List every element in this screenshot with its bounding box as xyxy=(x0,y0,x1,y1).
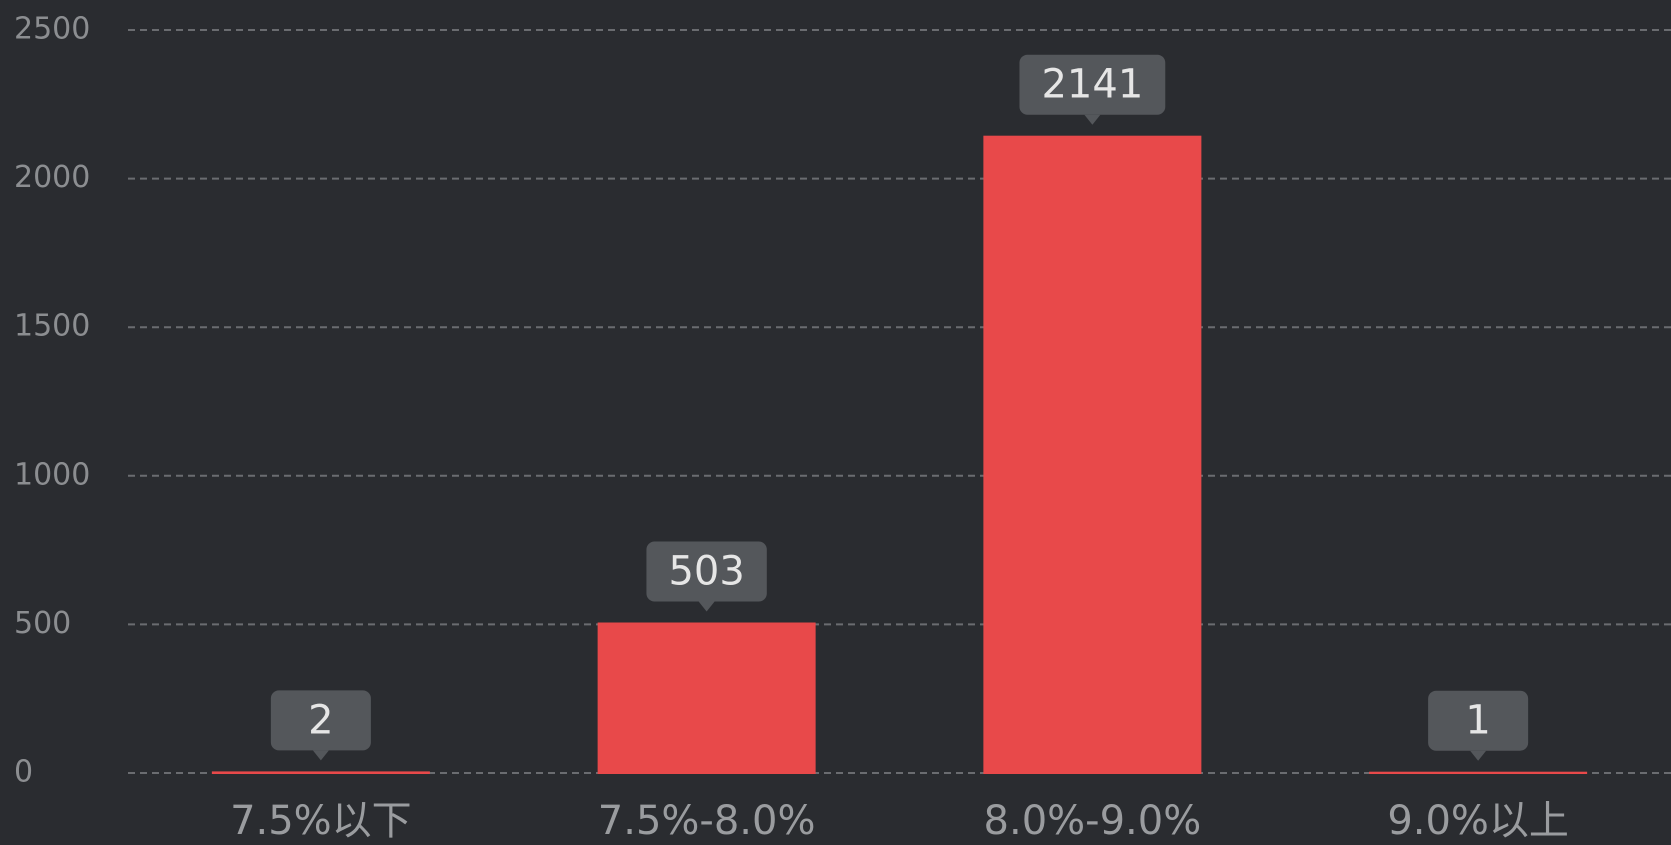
value-label-pointer xyxy=(1084,114,1101,125)
x-tick-label: 8.0%-9.0% xyxy=(984,798,1202,844)
value-label-box xyxy=(1019,54,1166,115)
value-label: 2 xyxy=(270,690,371,761)
y-tick-label: 1000 xyxy=(14,457,90,492)
value-label: 1 xyxy=(1428,690,1529,761)
bar xyxy=(597,622,816,775)
value-label-text: 2141 xyxy=(1041,62,1143,108)
value-label-box xyxy=(646,541,767,602)
value-label: 2141 xyxy=(1019,54,1166,125)
value-label-text: 2 xyxy=(308,697,333,743)
x-tick-label: 7.5%以下 xyxy=(230,798,412,844)
value-label-box xyxy=(270,690,371,751)
value-label-pointer xyxy=(1470,750,1487,761)
y-tick-label: 500 xyxy=(14,606,71,641)
y-tick-label: 2500 xyxy=(14,12,90,47)
value-label-box xyxy=(1428,690,1529,751)
value-label-text: 503 xyxy=(668,549,744,595)
bar xyxy=(983,135,1202,774)
bar xyxy=(211,771,430,774)
y-tick-label: 1500 xyxy=(14,309,90,344)
value-label-pointer xyxy=(698,601,715,612)
y-tick-label: 0 xyxy=(14,755,33,790)
value-label-pointer xyxy=(312,750,329,761)
y-tick-label: 2000 xyxy=(14,160,90,195)
x-tick-label: 7.5%-8.0% xyxy=(598,798,816,844)
value-label: 503 xyxy=(646,541,767,612)
value-label-text: 1 xyxy=(1465,698,1490,744)
x-tick-label: 9.0%以上 xyxy=(1387,798,1569,844)
